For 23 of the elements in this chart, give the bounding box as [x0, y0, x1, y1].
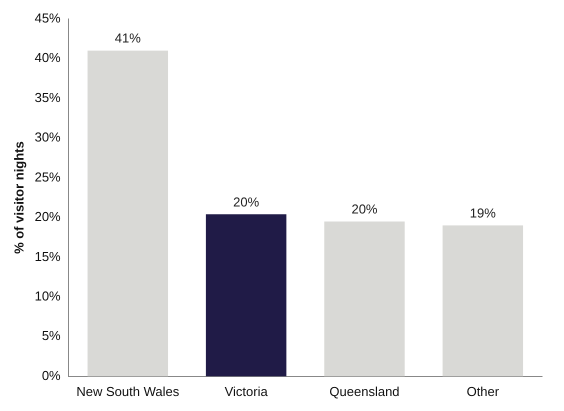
bar	[324, 221, 405, 376]
y-tick-label: 40%	[34, 50, 62, 66]
y-tick-label: 10%	[34, 288, 62, 304]
data-label: 20%	[233, 194, 260, 210]
y-tick-label: 5%	[42, 328, 62, 344]
bar	[206, 214, 286, 376]
x-tick-label: Victoria	[224, 384, 268, 399]
y-tick-label: 25%	[34, 169, 62, 184]
y-tick-label: 30%	[34, 130, 62, 145]
data-label: 41%	[114, 30, 142, 46]
y-axis-title: % of visitor nights	[11, 141, 26, 254]
x-tick-label: Other	[466, 384, 500, 399]
y-tick-label: 20%	[34, 209, 62, 224]
data-label: 20%	[351, 202, 378, 217]
y-tick-label: 35%	[34, 90, 62, 105]
y-tick-label: 15%	[34, 248, 62, 264]
y-tick-label: 45%	[34, 10, 62, 26]
x-tick-label: Queensland	[329, 384, 400, 399]
bar	[88, 50, 168, 376]
data-label: 19%	[470, 205, 496, 220]
y-tick-label: 0%	[42, 368, 62, 383]
bar	[442, 225, 524, 376]
x-tick-label: New South Wales	[76, 384, 180, 399]
